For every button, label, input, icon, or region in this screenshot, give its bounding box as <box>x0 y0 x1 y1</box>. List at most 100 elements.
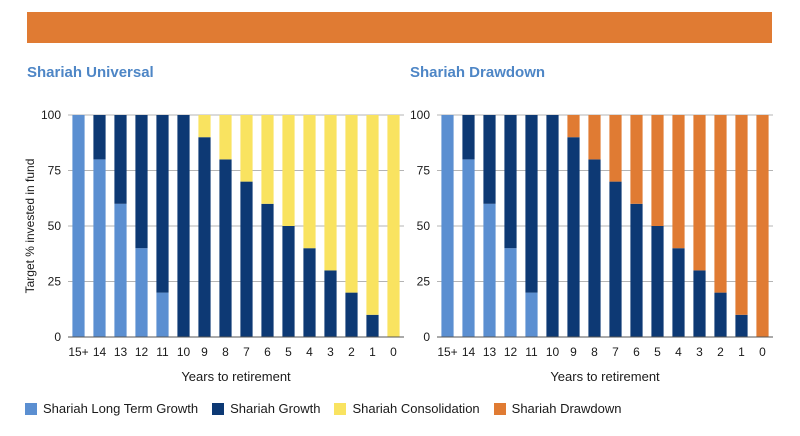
bar-segment <box>198 115 211 138</box>
x-tick-label: 3 <box>696 345 703 359</box>
bar-segment <box>693 270 706 337</box>
bar-segment <box>462 115 475 160</box>
x-tick-label: 1 <box>738 345 745 359</box>
bar-segment <box>303 248 316 337</box>
bar-segment <box>345 115 358 293</box>
y-tick-label: 100 <box>410 108 430 122</box>
bar-segment <box>735 115 748 315</box>
legend-item-drawdown: Shariah Drawdown <box>493 401 622 416</box>
legend-label: Shariah Drawdown <box>511 401 622 416</box>
x-axis-label: Years to retirement <box>550 369 660 384</box>
bar-segment <box>93 159 106 337</box>
x-tick-label: 6 <box>633 345 640 359</box>
x-tick-label: 8 <box>222 345 229 359</box>
bar-segment <box>324 115 337 271</box>
bar-segment <box>672 115 685 249</box>
bar-segment <box>609 115 622 182</box>
x-tick-label: 3 <box>327 345 334 359</box>
x-tick-label: 4 <box>675 345 682 359</box>
header-banner <box>27 12 772 43</box>
x-axis-label: Years to retirement <box>181 369 291 384</box>
x-tick-label: 11 <box>156 345 169 359</box>
bar-segment <box>546 115 559 337</box>
y-axis-label: Target % invested in fund <box>23 159 37 294</box>
bar-segment <box>588 159 601 337</box>
y-tick-label: 0 <box>54 330 61 344</box>
bar-segment <box>672 248 685 337</box>
bar-segment <box>504 248 517 337</box>
bar-segment <box>240 181 253 337</box>
x-tick-label: 14 <box>93 345 107 359</box>
x-tick-label: 15+ <box>68 345 88 359</box>
bar-segment <box>324 270 337 337</box>
bar-segment <box>387 115 400 337</box>
x-tick-label: 7 <box>243 345 250 359</box>
legend-label: Shariah Growth <box>230 401 321 416</box>
x-tick-label: 8 <box>591 345 598 359</box>
bar-segment <box>135 115 148 249</box>
bar-segment <box>756 115 769 337</box>
bar-segment <box>441 115 454 337</box>
y-tick-label: 25 <box>417 275 431 289</box>
legend-swatch <box>334 402 347 415</box>
y-tick-label: 25 <box>48 275 62 289</box>
x-tick-label: 6 <box>264 345 271 359</box>
x-tick-label: 5 <box>285 345 292 359</box>
x-tick-label: 10 <box>546 345 560 359</box>
x-tick-label: 12 <box>504 345 518 359</box>
legend-swatch <box>212 402 225 415</box>
bar-segment <box>345 292 358 337</box>
x-tick-label: 9 <box>201 345 208 359</box>
x-tick-label: 9 <box>570 345 577 359</box>
bar-segment <box>651 115 664 226</box>
bar-segment <box>219 159 232 337</box>
bar-segment <box>504 115 517 249</box>
x-tick-label: 12 <box>135 345 149 359</box>
x-tick-label: 13 <box>114 345 128 359</box>
chart-title-right: Shariah Drawdown <box>410 64 546 81</box>
legend-item-growth: Shariah Growth <box>212 401 320 416</box>
x-tick-label: 0 <box>390 345 397 359</box>
bar-segment <box>135 248 148 337</box>
y-tick-label: 0 <box>423 330 430 344</box>
chart-title-left: Shariah Universal <box>27 64 154 81</box>
bar-segment <box>198 137 211 337</box>
bar-segment <box>588 115 601 160</box>
x-tick-label: 10 <box>177 345 191 359</box>
legend-swatch <box>25 402 37 415</box>
bar-segment <box>240 115 253 182</box>
bar-segment <box>261 203 274 337</box>
x-tick-label: 14 <box>462 345 476 359</box>
bar-segment <box>567 115 580 138</box>
legend-label: Shariah Consolidation <box>352 401 480 416</box>
y-tick-label: 75 <box>48 164 62 178</box>
bar-segment <box>630 115 643 204</box>
x-tick-label: 15+ <box>437 345 457 359</box>
bar-segment <box>72 115 85 337</box>
y-tick-label: 50 <box>417 219 431 233</box>
bar-segment <box>651 226 664 337</box>
y-tick-label: 100 <box>41 108 61 122</box>
bar-segment <box>462 159 475 337</box>
bar-segment <box>714 292 727 337</box>
bar-segment <box>93 115 106 160</box>
bar-segment <box>366 314 379 337</box>
bar-segment <box>567 137 580 337</box>
bar-segment <box>156 292 169 337</box>
legend-label: Shariah Long Term Growth <box>43 401 199 416</box>
legend-swatch <box>493 402 506 415</box>
bar-segment <box>219 115 232 160</box>
bar-segment <box>114 115 127 204</box>
y-tick-label: 50 <box>48 219 62 233</box>
bar-segment <box>282 115 295 226</box>
bar-segment <box>483 203 496 337</box>
bar-segment <box>261 115 274 204</box>
legend: Shariah Long Term Growth Shariah Growth … <box>25 401 636 416</box>
x-tick-label: 2 <box>717 345 724 359</box>
bar-segment <box>525 292 538 337</box>
bar-segment <box>735 314 748 337</box>
bar-segment <box>366 115 379 315</box>
bar-segment <box>693 115 706 271</box>
x-tick-label: 2 <box>348 345 355 359</box>
